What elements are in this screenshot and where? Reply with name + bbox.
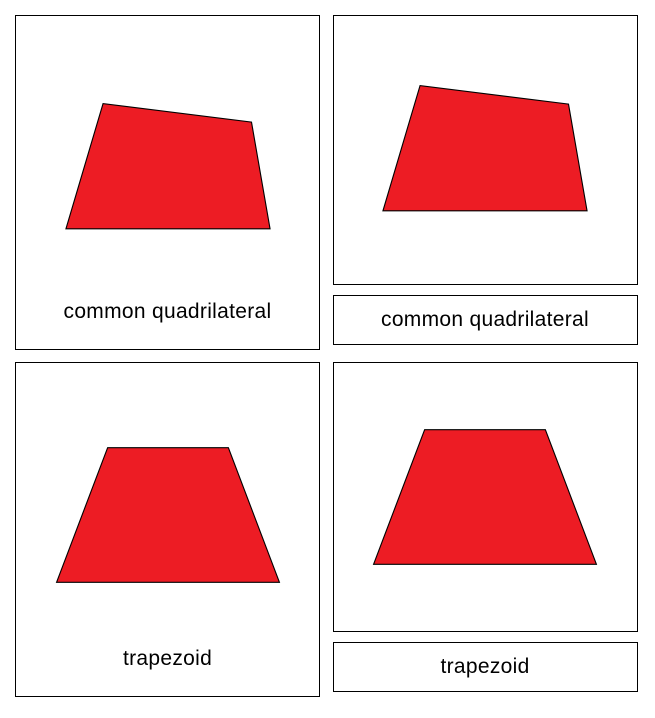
label-card-quadrilateral: common quadrilateral: [333, 295, 638, 345]
quadrilateral-shape: [38, 85, 298, 252]
trapezoid-shape: [38, 429, 298, 601]
quadrilateral-polygon: [65, 103, 269, 228]
label-trapezoid: trapezoid: [123, 647, 212, 671]
trapezoid-shape: [355, 411, 615, 583]
label-quadrilateral: common quadrilateral: [381, 308, 589, 332]
quadrilateral-polygon: [383, 85, 587, 210]
cell-trapezoid-full: trapezoid: [15, 362, 323, 697]
quadrilateral-shape: [355, 67, 615, 234]
cell-quadrilateral-split: common quadrilateral: [333, 15, 641, 350]
cell-quadrilateral-full: common quadrilateral: [15, 15, 323, 350]
trapezoid-polygon: [56, 448, 279, 583]
card-shape-quadrilateral: [333, 15, 638, 285]
label-trapezoid: trapezoid: [440, 655, 529, 679]
cell-trapezoid-split: trapezoid: [333, 362, 641, 697]
label-card-trapezoid: trapezoid: [333, 642, 638, 692]
card-full-trapezoid: trapezoid: [15, 362, 320, 697]
shape-container: [31, 383, 304, 647]
shape-container: [31, 36, 304, 300]
label-quadrilateral: common quadrilateral: [64, 300, 272, 324]
cards-grid: common quadrilateral common quadrilatera…: [15, 15, 640, 697]
card-shape-trapezoid: [333, 362, 638, 632]
card-full-quadrilateral: common quadrilateral: [15, 15, 320, 350]
trapezoid-polygon: [374, 430, 597, 565]
